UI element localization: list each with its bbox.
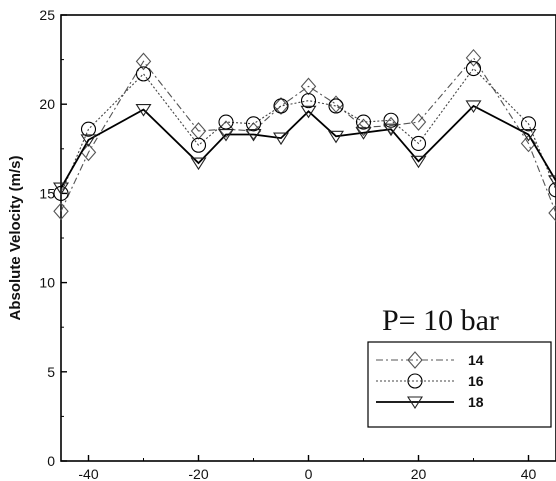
triangle-marker [520,128,537,142]
diamond-marker [355,118,372,137]
triangle-marker [135,104,152,117]
circle-marker [548,182,556,198]
x-axis-ticks: -40 -20 0 20 40 [78,455,536,481]
x-tick-label: 0 [305,466,313,481]
legend-box [367,341,552,428]
circle-marker [80,121,97,137]
pressure-annotation: P= 10 bar [382,304,499,337]
triangle-marker [327,130,345,144]
circle-marker [245,116,262,132]
x-tick-label: -40 [78,466,98,481]
diamond-marker [407,351,423,369]
triangle-marker [272,132,290,146]
circle-marker [190,137,207,153]
series-layer [52,48,556,222]
series-line-16 [60,67,556,194]
legend-label: 14 [468,352,484,368]
circle-marker [273,98,289,114]
y-tick-label: 0 [47,453,55,469]
diamond-marker [273,97,289,115]
diamond-marker [300,77,317,96]
circle-marker [328,98,344,114]
diamond-marker [548,204,556,222]
diamond-marker [190,122,207,140]
triangle-marker [190,157,207,171]
diamond-marker [328,95,344,114]
triangle-marker [355,127,372,140]
diamond-marker [410,113,427,131]
triangle-marker [80,134,97,147]
y-tick-label: 15 [39,185,55,201]
circle-marker [355,114,372,130]
triangle-marker [300,105,317,119]
x-tick-label: -20 [188,466,208,481]
triangle-marker [382,123,400,137]
series-line-18 [60,104,556,189]
y-tick-label: 25 [39,7,55,23]
y-tick-label: 10 [39,275,55,291]
circle-marker [520,116,537,132]
legend: 14 16 18 [367,341,552,428]
triangle-marker [52,182,70,196]
circle-marker [465,60,482,77]
legend-label: 18 [468,394,484,410]
diamond-marker [465,48,482,67]
series-line-14 [60,56,556,214]
triangle-marker [406,396,424,410]
circle-marker [135,66,152,82]
diamond-marker [53,202,69,221]
y-axis-ticks: 0 5 10 15 20 25 [39,7,67,469]
x-tick-label: 20 [411,466,427,481]
y-tick-label: 20 [39,96,55,112]
y-tick-label: 5 [47,364,55,380]
triangle-marker [465,100,482,114]
diamond-marker [135,52,152,71]
circle-marker [383,112,399,128]
triangle-marker [410,155,427,169]
circle-marker [410,135,427,151]
triangle-marker [217,128,235,142]
circle-marker [407,373,423,389]
diamond-marker [383,116,399,135]
triangle-marker [547,175,556,188]
circle-marker [300,93,317,109]
triangle-marker [245,128,262,142]
y-axis-label: Absolute Velocity (m/s) [7,155,24,320]
legend-label: 16 [468,373,484,389]
x-tick-label: 40 [521,466,537,481]
